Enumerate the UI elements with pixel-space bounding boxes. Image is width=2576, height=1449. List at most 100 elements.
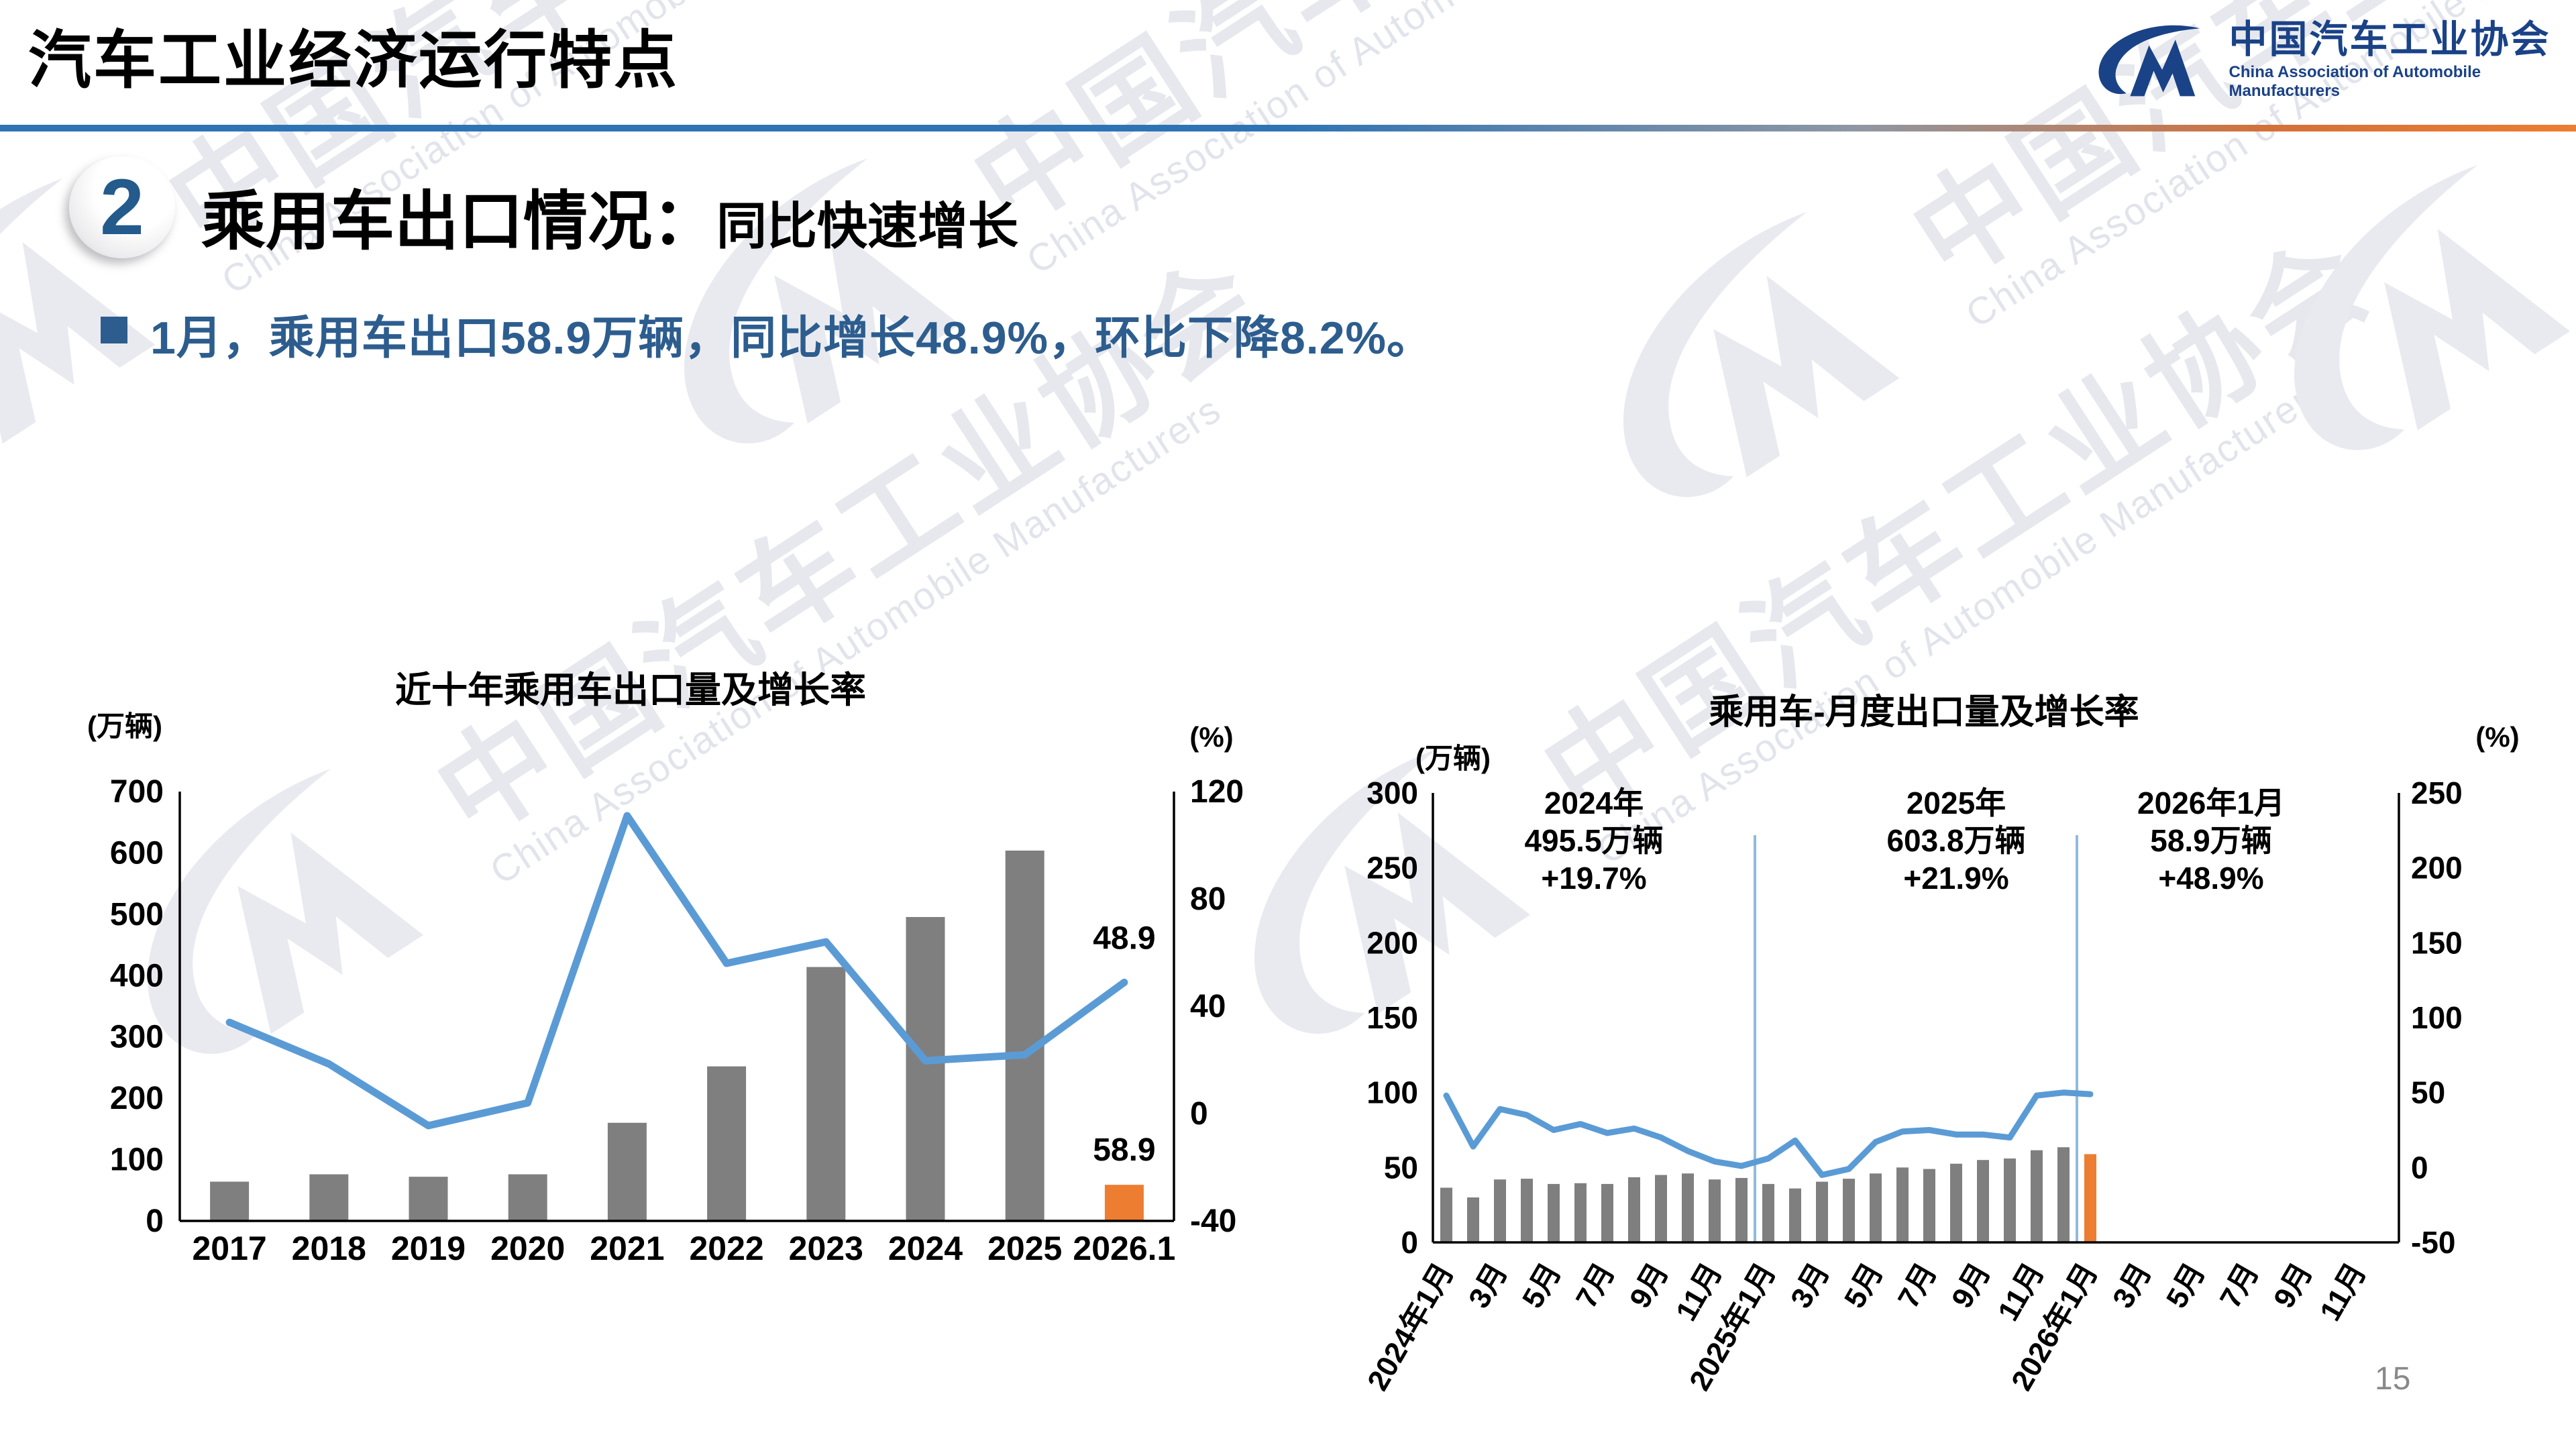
left-axis-tick: 300 — [1366, 775, 1418, 810]
bar — [1950, 1163, 1962, 1242]
x-axis-label: 5月 — [1516, 1258, 1568, 1314]
bar — [1104, 1185, 1144, 1221]
section-number: 2 — [100, 163, 144, 252]
bar — [1816, 1181, 1828, 1242]
caam-logo-icon — [2085, 21, 2217, 100]
left-axis-tick: 0 — [146, 1203, 164, 1239]
right-axis-tick: 120 — [1190, 774, 1244, 810]
bar — [1977, 1160, 1989, 1242]
left-axis-tick: 200 — [110, 1081, 164, 1116]
x-axis-label: 7月 — [1892, 1258, 1943, 1314]
x-axis-label: 2026.1 — [1073, 1230, 1175, 1267]
x-axis-label: 7月 — [1570, 1258, 1621, 1314]
bar — [607, 1122, 647, 1221]
bar — [1655, 1175, 1667, 1242]
annotation: 603.8万辆 — [1886, 823, 2025, 858]
annotation: +21.9% — [1903, 861, 2008, 896]
annotation: 2024年 — [1544, 786, 1644, 820]
annual-export-chart: 近十年乘用车出口量及增长率(万辆) (%)01002003004005006007… — [87, 670, 1244, 1267]
x-axis-label: 11月 — [2314, 1258, 2373, 1327]
bullet-text: 1月，乘用车出口58.9万辆，同比增长48.9%，环比下降8.2%。 — [150, 313, 1433, 364]
bar — [1735, 1177, 1748, 1242]
x-axis-label: 2020 — [490, 1230, 565, 1267]
x-axis-label: 5月 — [1838, 1258, 1890, 1314]
left-axis-tick: 500 — [110, 897, 164, 932]
bar — [1521, 1179, 1533, 1242]
left-axis-tick: 50 — [1384, 1150, 1418, 1185]
left-axis-tick: 200 — [1366, 925, 1418, 960]
bar-data-label: 58.9 — [1093, 1132, 1155, 1168]
bar — [1709, 1179, 1721, 1242]
right-axis-tick: -40 — [1190, 1203, 1236, 1239]
bar — [1843, 1179, 1855, 1242]
page-title: 汽车工业经济运行特点 — [28, 25, 680, 95]
left-axis-unit: (万辆) — [87, 710, 162, 742]
right-axis-tick: -50 — [2411, 1225, 2455, 1260]
right-axis-tick: 200 — [2411, 851, 2463, 885]
bar — [1896, 1167, 1909, 1242]
caam-logo-watermark-icon — [1523, 166, 1958, 557]
bar — [2084, 1154, 2096, 1242]
x-axis-label: 2018 — [292, 1230, 366, 1267]
x-axis-label: 2022 — [689, 1230, 763, 1267]
left-axis-tick: 100 — [1366, 1075, 1418, 1110]
x-axis-label: 2025 — [987, 1230, 1062, 1267]
bullet-square-icon — [101, 317, 127, 343]
section-heading: 乘用车出口情况：同比快速增长 — [201, 169, 1018, 262]
bar — [1628, 1177, 1640, 1242]
x-axis-label: 7月 — [2214, 1258, 2265, 1314]
x-axis-label: 9月 — [1945, 1258, 1997, 1314]
left-axis-unit: (万辆) — [1415, 743, 1491, 774]
annotation: 2026年1月 — [2137, 786, 2285, 820]
logo-name-cn: 中国汽车工业协会 — [2229, 18, 2551, 61]
left-axis-tick: 150 — [1366, 1000, 1418, 1035]
chart-title: 乘用车-月度出口量及增长率 — [1709, 693, 2139, 732]
bar — [1548, 1183, 1560, 1242]
right-axis-tick: 40 — [1190, 989, 1226, 1024]
left-axis-tick: 300 — [110, 1020, 164, 1055]
annotation: +48.9% — [2158, 861, 2263, 896]
x-axis-label: 3月 — [1784, 1258, 1836, 1314]
annotation: +19.7% — [1541, 861, 1646, 896]
bar — [1923, 1169, 1935, 1242]
bar — [707, 1066, 747, 1221]
x-axis-label: 5月 — [2160, 1258, 2212, 1314]
bar — [210, 1181, 250, 1221]
x-axis-label: 2024 — [888, 1230, 963, 1267]
page-number: 15 — [2375, 1361, 2411, 1397]
left-axis-tick: 700 — [110, 774, 164, 810]
chart-title: 近十年乘用车出口量及增长率 — [395, 670, 866, 710]
section-number-badge: 2 — [69, 156, 175, 258]
annotation: 2025年 — [1907, 786, 2006, 820]
header-divider — [0, 125, 2576, 131]
bar — [806, 967, 846, 1221]
bar — [1494, 1179, 1506, 1242]
line-data-label: 48.9 — [1093, 920, 1155, 956]
annotation: 495.5万辆 — [1524, 823, 1663, 858]
right-axis-tick: 0 — [1190, 1096, 1208, 1132]
bar — [1789, 1188, 1801, 1242]
right-axis-tick: 80 — [1190, 881, 1226, 917]
bar — [1762, 1183, 1774, 1242]
bar — [906, 916, 945, 1221]
right-axis-tick: 100 — [2411, 1000, 2463, 1035]
bar — [2004, 1158, 2016, 1242]
bar — [2057, 1147, 2070, 1242]
x-axis-label: 2017 — [192, 1230, 266, 1267]
caam-logo-watermark-icon — [2194, 119, 2576, 510]
bar — [508, 1174, 547, 1221]
bullet-item: 1月，乘用车出口58.9万辆，同比增长48.9%，环比下降8.2%。 — [101, 301, 1433, 367]
right-axis-tick: 0 — [2411, 1150, 2428, 1185]
bar — [309, 1174, 349, 1221]
bar — [1601, 1183, 1613, 1242]
bar — [1574, 1183, 1587, 1242]
logo-name-en: China Association of Automobile Manufact… — [2229, 62, 2481, 100]
bar — [409, 1177, 448, 1221]
growth-line — [1443, 1089, 2094, 1178]
x-axis-label: 2023 — [789, 1230, 863, 1267]
x-axis-label: 9月 — [1623, 1258, 1675, 1314]
right-axis-unit: (%) — [1189, 721, 1233, 753]
bar — [2031, 1150, 2043, 1242]
x-axis-label: 3月 — [1462, 1258, 1514, 1314]
